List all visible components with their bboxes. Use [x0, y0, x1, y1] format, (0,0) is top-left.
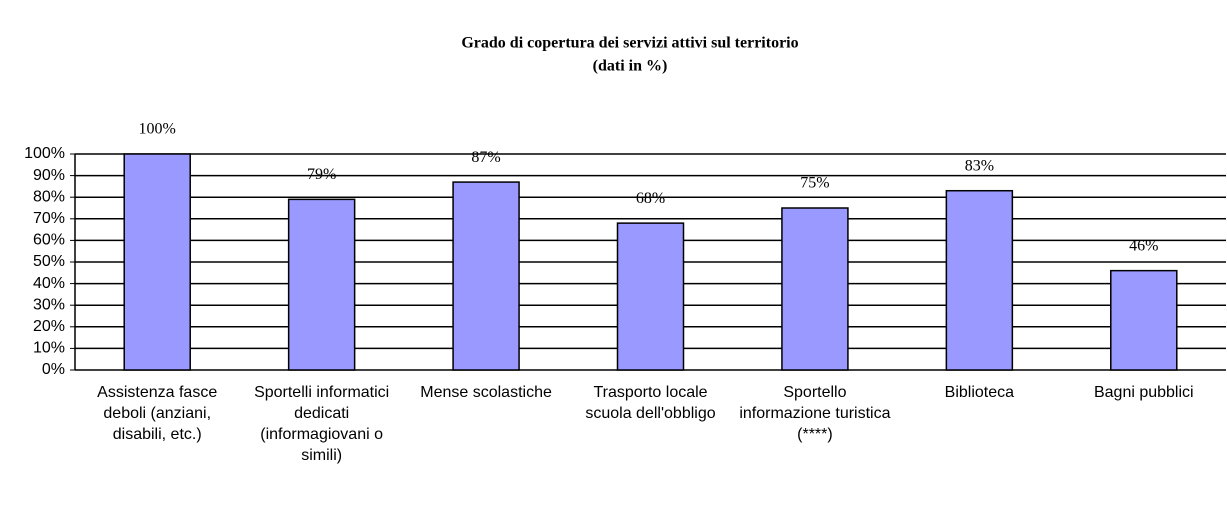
- y-tick-label: 0%: [42, 361, 65, 378]
- value-label: 46%: [1129, 237, 1158, 254]
- y-tick-label: 40%: [33, 275, 65, 292]
- y-tick-label: 10%: [33, 340, 65, 357]
- chart-subtitle: (dati in %): [593, 58, 668, 75]
- x-tick-label: Assistenza fasce deboli (anziani, disabili…: [97, 384, 217, 443]
- x-tick-label: Biblioteca: [945, 384, 1014, 401]
- bar: [781, 207, 849, 371]
- value-label: 79%: [307, 166, 336, 183]
- y-tick-label: 100%: [24, 145, 65, 162]
- x-tick-label: Bagni pubblici: [1094, 384, 1194, 401]
- value-label: 68%: [636, 190, 665, 207]
- bar: [287, 198, 356, 371]
- x-tick-label: Trasporto locale scuola dell'obbligo: [585, 384, 715, 422]
- y-tick-label: 80%: [33, 188, 65, 205]
- bar: [616, 222, 685, 371]
- y-tick-label: 90%: [33, 167, 65, 184]
- bar: [452, 181, 520, 371]
- value-label: 83%: [965, 157, 994, 174]
- bar: [123, 153, 191, 371]
- y-tick-label: 20%: [33, 318, 65, 335]
- y-tick-label: 60%: [33, 232, 65, 249]
- y-tick-label: 50%: [33, 253, 65, 270]
- y-tick-label: 30%: [33, 296, 65, 313]
- bar: [945, 189, 1014, 371]
- x-tick-label: Sportelli informatici dedicati (informagio…: [254, 384, 389, 464]
- chart-title: Grado di copertura dei servizi attivi su…: [461, 35, 798, 52]
- value-label: 75%: [800, 175, 829, 192]
- y-tick-label: 70%: [33, 210, 65, 227]
- value-label: 87%: [471, 149, 500, 166]
- x-tick-label: Sportello informazione turistica (****): [739, 384, 890, 443]
- x-tick-label: Mense scolastiche: [420, 384, 552, 401]
- value-label: 100%: [139, 121, 176, 138]
- bar: [1110, 269, 1178, 371]
